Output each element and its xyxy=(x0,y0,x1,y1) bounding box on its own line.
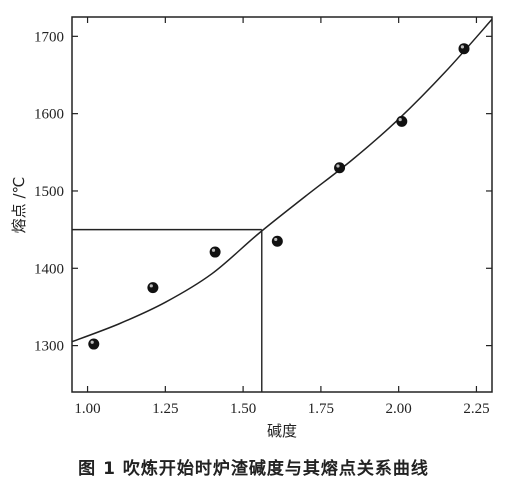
x-tick-label: 1.50 xyxy=(230,401,256,417)
data-point-highlight xyxy=(274,237,278,242)
x-tick-label: 2.00 xyxy=(386,401,412,417)
figure-caption: 图 1 吹炼开始时炉渣碱度与其熔点关系曲线 xyxy=(78,459,429,479)
x-axis-title: 碱度 xyxy=(267,422,297,440)
data-point-highlight xyxy=(90,340,94,344)
data-point-highlight xyxy=(211,248,216,252)
data-points xyxy=(88,43,470,350)
x-tick-label: 1.25 xyxy=(152,401,178,417)
data-point xyxy=(334,162,346,174)
y-tick-label: 1300 xyxy=(34,339,64,355)
data-point xyxy=(147,282,159,294)
y-tick-label: 1700 xyxy=(34,29,64,45)
data-point xyxy=(271,235,283,247)
data-point xyxy=(458,43,470,55)
data-point-highlight xyxy=(149,284,153,288)
x-tick-label: 1.75 xyxy=(308,401,334,417)
data-point-highlight xyxy=(336,164,340,168)
reference-lines xyxy=(72,228,263,392)
plot-frame xyxy=(71,16,493,393)
data-point xyxy=(209,246,221,258)
data-point xyxy=(88,338,100,350)
data-point xyxy=(396,115,408,127)
data-point-highlight xyxy=(460,45,464,49)
y-tick-label: 1400 xyxy=(34,261,64,277)
x-tick-label: 2.25 xyxy=(463,401,489,417)
fit-curve xyxy=(71,18,493,343)
x-tick-label: 1.00 xyxy=(74,401,100,417)
data-point-highlight xyxy=(398,117,402,122)
y-axis-title: 熔点 /℃ xyxy=(10,177,28,234)
y-tick-label: 1500 xyxy=(34,184,64,200)
y-axis: 1300 1400 1500 1600 1700 xyxy=(34,29,492,355)
x-axis: 1.00 1.25 1.50 1.75 2.00 2.25 xyxy=(74,17,490,417)
y-tick-label: 1600 xyxy=(34,107,64,123)
